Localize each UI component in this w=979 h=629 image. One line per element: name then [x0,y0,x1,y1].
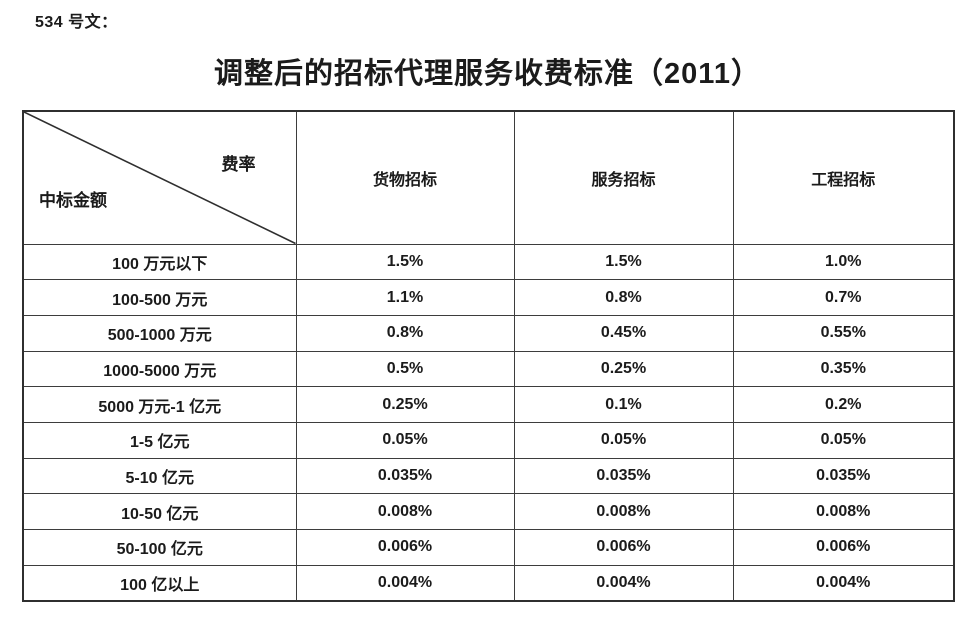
amount-cell: 100 万元以下 [22,243,297,281]
services-rate-cell: 0.004% [513,564,734,602]
engineering-rate-cell: 0.7% [732,279,955,316]
services-rate-cell: 0.8% [513,279,734,316]
amount-cell: 1000-5000 万元 [22,350,297,388]
table-header: 费率 中标金额 货物招标 服务招标 工程招标 [22,110,955,245]
goods-rate-cell: 0.5% [295,350,515,388]
corner-label-rate: 费率 [221,155,256,174]
goods-rate-cell: 0.8% [295,314,515,352]
amount-cell: 100 亿以上 [22,564,297,602]
corner-header-cell: 费率 中标金额 [22,110,297,245]
table-row: 5000 万元-1 亿元 0.25% 0.1% 0.2% [22,386,955,423]
services-rate-cell: 0.25% [513,350,734,388]
column-header-goods-bidding: 货物招标 [295,110,515,245]
engineering-rate-cell: 0.004% [732,564,955,602]
engineering-rate-cell: 0.2% [732,386,955,423]
corner-label-amount: 中标金额 [39,191,107,210]
page-title: 调整后的招标代理服务收费标准（2011） [214,58,761,90]
table-body: 100 万元以下 1.5% 1.5% 1.0% 100-500 万元 1.1% 0.8% 0.… [22,243,955,602]
engineering-rate-cell: 1.0% [732,243,955,281]
amount-cell: 10-50 亿元 [22,493,297,530]
table-row: 50-100 亿元 0.006% 0.006% 0.006% [22,529,955,566]
amount-cell: 5000 万元-1 亿元 [22,386,297,423]
engineering-rate-cell: 0.006% [732,529,955,566]
table-row: 100-500 万元 1.1% 0.8% 0.7% [22,279,955,316]
services-rate-cell: 1.5% [513,243,734,281]
amount-cell: 500-1000 万元 [22,314,297,352]
goods-rate-cell: 0.006% [295,529,515,566]
services-rate-cell: 0.035% [513,457,734,495]
goods-rate-cell: 0.008% [295,493,515,530]
table-row: 500-1000 万元 0.8% 0.45% 0.55% [22,314,955,352]
column-header-services-bidding: 服务招标 [513,110,734,245]
table-row: 10-50 亿元 0.008% 0.008% 0.008% [22,493,955,530]
goods-rate-cell: 0.25% [295,386,515,423]
engineering-rate-cell: 0.35% [732,350,955,388]
services-rate-cell: 0.006% [513,529,734,566]
diagonal-divider-line [24,112,296,244]
fee-rate-table: 费率 中标金额 货物招标 服务招标 工程招标 100 万元以下 1.5% 1.5% 1… [22,110,955,602]
services-rate-cell: 0.05% [513,421,734,459]
amount-cell: 50-100 亿元 [22,529,297,566]
services-rate-cell: 0.008% [513,493,734,530]
amount-cell: 1-5 亿元 [22,421,297,459]
goods-rate-cell: 0.035% [295,457,515,495]
services-rate-cell: 0.1% [513,386,734,423]
engineering-rate-cell: 0.05% [732,421,955,459]
engineering-rate-cell: 0.008% [732,493,955,530]
goods-rate-cell: 0.05% [295,421,515,459]
doc-ref-number: 534 号文： [35,14,118,31]
services-rate-cell: 0.45% [513,314,734,352]
amount-cell: 5-10 亿元 [22,457,297,495]
goods-rate-cell: 1.1% [295,279,515,316]
goods-rate-cell: 1.5% [295,243,515,281]
column-header-engineering-bidding: 工程招标 [732,110,955,245]
table-row: 100 亿以上 0.004% 0.004% 0.004% [22,564,955,602]
goods-rate-cell: 0.004% [295,564,515,602]
table-row: 1-5 亿元 0.05% 0.05% 0.05% [22,421,955,459]
header-row: 费率 中标金额 货物招标 服务招标 工程招标 [22,110,955,245]
engineering-rate-cell: 0.55% [732,314,955,352]
engineering-rate-cell: 0.035% [732,457,955,495]
table-row: 1000-5000 万元 0.5% 0.25% 0.35% [22,350,955,388]
table-row: 100 万元以下 1.5% 1.5% 1.0% [22,243,955,281]
table-row: 5-10 亿元 0.035% 0.035% 0.035% [22,457,955,495]
amount-cell: 100-500 万元 [22,279,297,316]
